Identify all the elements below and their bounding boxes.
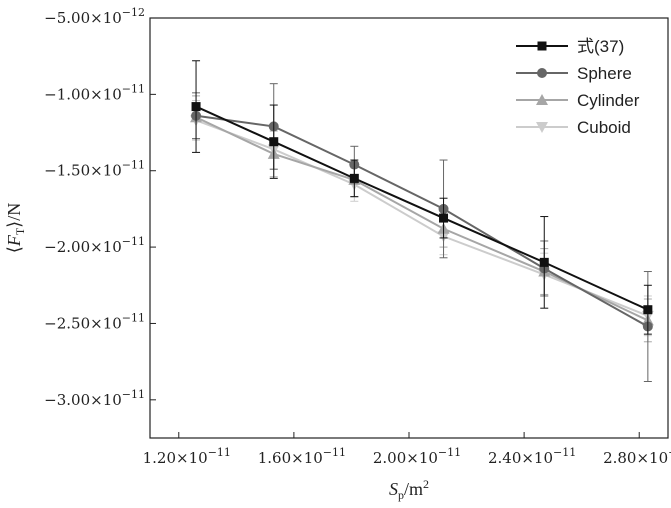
legend-label: Sphere <box>577 64 632 83</box>
y-tick-label: −1.50×10−11 <box>44 159 145 180</box>
x-tick-label: 1.20×10−11 <box>143 446 231 467</box>
legend-marker <box>537 68 547 78</box>
series-layer <box>190 60 654 382</box>
series-line <box>195 116 649 322</box>
x-tick-label: 2.40×10−11 <box>488 446 576 467</box>
data-point <box>439 213 449 223</box>
data-point <box>643 305 653 315</box>
y-tick-label: −3.00×10−11 <box>44 388 145 409</box>
x-tick-label: 2.00×10−11 <box>373 446 461 467</box>
y-axis-title: ⟨FT⟩/N <box>4 203 27 253</box>
legend-label: Cuboid <box>577 118 631 137</box>
x-tick-label: 1.60×10−11 <box>258 446 346 467</box>
legend-marker <box>536 122 548 133</box>
data-point <box>349 173 359 183</box>
y-tick-label: −2.00×10−11 <box>44 235 145 256</box>
data-point <box>269 137 279 147</box>
y-tick-label: −5.00×10−12 <box>44 6 145 27</box>
data-point <box>539 257 549 267</box>
x-tick-label: 2.80×10−11 <box>603 446 671 467</box>
x-axis-title: Sp/m2 <box>389 477 429 502</box>
y-tick-label: −1.00×10−11 <box>44 82 145 103</box>
series-line <box>195 105 649 311</box>
x-axis-ticks: 1.20×10−11 1.60×10−11 2.00×10−11 2.40×10−11… <box>143 432 671 467</box>
series-line <box>195 119 649 317</box>
series-square <box>191 60 653 335</box>
data-point <box>191 102 201 112</box>
series-line <box>195 114 649 328</box>
y-tick-label: −2.50×10−11 <box>44 311 145 332</box>
legend-marker <box>536 94 548 105</box>
legend-marker <box>537 41 547 51</box>
y-axis-ticks: −5.00×10−12 −1.00×10−11 −1.50×10−11 −2.00×1… <box>44 6 156 409</box>
legend: 式(37) Sphere Cylinder Cuboid <box>516 37 640 137</box>
legend-label: 式(37) <box>577 37 624 56</box>
legend-label: Cylinder <box>577 91 640 110</box>
